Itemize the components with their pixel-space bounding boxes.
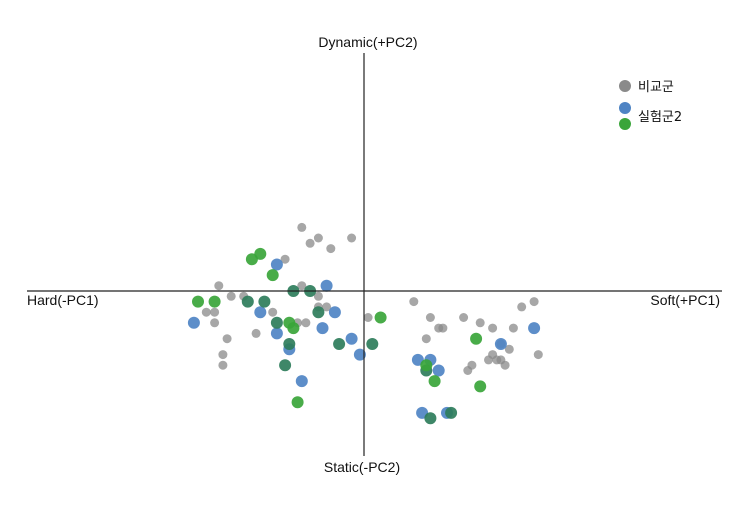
legend-marker-comparison [619, 80, 631, 92]
data-point-비교군-9 [297, 281, 307, 291]
data-point-비교군-39 [463, 366, 473, 375]
data-point-실험군2-9 [353, 348, 366, 361]
data-point-비교군-32 [529, 297, 539, 307]
data-point-실험군2-overlap-11 [445, 406, 458, 419]
data-point-실험군2-7 [345, 332, 358, 345]
data-point-실험군2-green-12 [428, 375, 441, 388]
data-point-실험군2-green-3 [192, 295, 204, 308]
data-point-비교군-6 [214, 281, 224, 291]
data-point-실험군2-14 [494, 338, 507, 350]
data-point-비교군-11 [313, 291, 323, 301]
data-point-실험군2-2 [254, 306, 267, 319]
axis-label-top: Dynamic(+PC2) [318, 34, 417, 50]
data-point-비교군-8 [226, 291, 236, 301]
data-point-실험군2-overlap-4 [312, 306, 325, 319]
legend-label-comparison: 비교군 [638, 80, 674, 95]
data-point-실험군2-15 [432, 364, 445, 377]
data-point-비교군-13 [322, 302, 332, 312]
data-point-비교군-21 [218, 360, 228, 370]
data-point-실험군2-6 [187, 316, 200, 329]
data-point-비교군-3 [326, 244, 336, 254]
data-point-실험군2-green-10 [474, 380, 487, 393]
points-layer [187, 222, 543, 425]
data-point-실험군2-overlap-9 [279, 359, 292, 372]
data-point-비교군-17 [363, 313, 373, 322]
legend-marker-experimental [619, 102, 631, 114]
data-point-실험군2-green-9 [420, 359, 433, 372]
data-point-비교군-36 [504, 344, 514, 354]
data-point-비교군-4 [347, 233, 357, 243]
data-point-비교군-16 [210, 318, 220, 328]
legend-label-experimental: 실험군2 [638, 110, 682, 125]
data-point-실험군2-0 [270, 258, 283, 271]
data-point-비교군-29 [459, 313, 469, 322]
data-point-비교군-1 [313, 233, 323, 243]
data-point-실험군2-10 [295, 375, 308, 388]
data-point-비교군-27 [438, 323, 448, 333]
data-point-비교군-31 [488, 323, 498, 333]
data-point-실험군2-overlap-12 [424, 412, 437, 425]
data-point-실험군2-green-11 [291, 396, 304, 409]
data-point-비교군-23 [222, 334, 232, 344]
data-point-실험군2-green-7 [374, 311, 387, 324]
data-point-실험군2-green-2 [266, 269, 279, 282]
data-point-비교군-42 [484, 355, 493, 365]
data-point-비교군-5 [280, 254, 290, 264]
data-point-실험군2-4 [316, 322, 329, 335]
data-point-비교군-20 [218, 350, 228, 360]
data-point-비교군-43 [496, 355, 506, 365]
axis-label-left: Hard(-PC1) [27, 292, 99, 308]
axis-label-right: Soft(+PC1) [650, 292, 720, 308]
data-point-실험군2-1 [320, 279, 333, 292]
data-point-비교군-10 [268, 307, 278, 317]
data-point-비교군-18 [301, 318, 311, 328]
data-point-비교군-33 [517, 302, 527, 312]
data-point-비교군-0 [297, 222, 307, 232]
data-point-실험군2-overlap-8 [366, 338, 379, 350]
data-point-실험군2-overlap-7 [333, 338, 346, 350]
data-point-실험군2-green-6 [287, 322, 300, 335]
data-point-비교군-22 [251, 328, 261, 338]
data-point-비교군-34 [508, 323, 518, 333]
data-point-비교군-2 [305, 238, 315, 248]
legend-marker-green [619, 118, 631, 130]
data-point-비교군-28 [421, 334, 431, 344]
legend: 비교군 실험군2 [619, 80, 682, 130]
data-point-비교군-15 [201, 307, 211, 317]
data-point-실험군2-overlap-3 [258, 295, 271, 308]
data-point-실험군2-13 [528, 322, 541, 335]
data-point-실험군2-green-8 [470, 332, 483, 345]
data-point-실험군2-green-4 [208, 295, 221, 308]
axis-label-bottom: Static(-PC2) [324, 459, 400, 475]
data-point-실험군2-overlap-2 [241, 295, 254, 308]
data-point-실험군2-overlap-5 [270, 316, 283, 329]
data-point-비교군-25 [425, 313, 435, 322]
data-point-비교군-14 [210, 307, 220, 317]
data-point-실험군2-3 [328, 306, 341, 319]
data-point-실험군2-overlap-6 [283, 338, 296, 350]
data-point-비교군-24 [409, 297, 419, 307]
data-point-비교군-44 [533, 350, 543, 360]
data-point-실험군2-green-1 [254, 247, 267, 260]
data-point-비교군-30 [475, 318, 485, 328]
data-point-실험군2-5 [270, 327, 283, 340]
